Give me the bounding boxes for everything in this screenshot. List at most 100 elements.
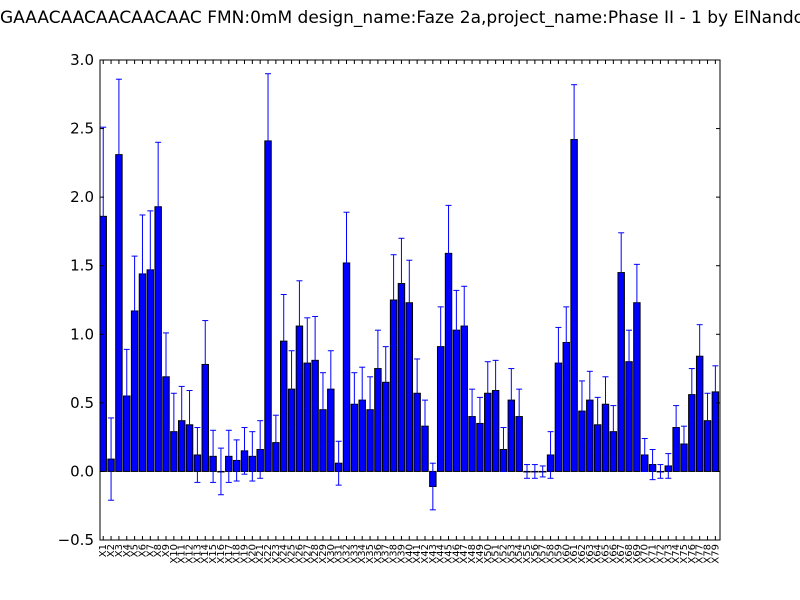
error-bar-x76 [688,368,695,422]
error-bar-x62 [578,380,585,442]
error-bar-x7 [147,210,154,330]
x-tick-label-x54: X54 [514,544,525,564]
error-bar-x29 [319,372,326,448]
x-tick-label-x33: X33 [349,544,360,564]
error-bar-x75 [680,425,687,463]
axes-layer: 3.02.52.01.51.00.50.0−0.5X1X2X3X4X5X6X7X… [58,51,722,564]
error-bar-x41 [414,358,421,429]
x-tick-label-x12: X12 [185,544,196,564]
error-bar-x71 [649,448,656,481]
error-bar-x74 [673,405,680,450]
error-bar-x45 [445,204,452,302]
x-tick-label-x78: X78 [703,544,714,564]
x-tick-label-x22: X22 [263,544,274,564]
error-bar-x30 [327,350,334,429]
error-bar-x2 [108,417,115,501]
error-bar-x19 [241,427,248,475]
x-tick-label-x50: X50 [483,544,494,564]
error-bar-x9 [163,332,170,422]
error-bar-x70 [641,438,648,472]
error-bar-x67 [618,232,625,313]
x-tick-label-x46: X46 [451,544,462,564]
x-tick-label-x69: X69 [632,544,643,564]
x-tick-label-x25: X25 [287,544,298,564]
error-bar-x65 [602,376,609,433]
y-tick-label: 3.0 [70,51,94,69]
error-bar-x39 [398,237,405,330]
x-tick-label-x74: X74 [671,544,682,564]
x-tick-label-x40: X40 [404,544,415,564]
x-tick-label-x44: X44 [436,544,447,564]
x-tick-label-x61: X61 [569,544,580,564]
error-bar-x12 [186,390,193,460]
x-tick-label-x55: X55 [522,544,533,564]
y-tick-label: 1.0 [70,325,94,343]
x-tick-label-x66: X66 [608,544,619,564]
error-bar-x21 [257,420,264,479]
x-tick-label-x62: X62 [577,544,588,564]
x-tick-label-x2: X2 [106,544,117,557]
error-bar-x32 [343,211,350,315]
x-tick-label-x70: X70 [640,544,651,564]
error-bars-layer [100,73,719,511]
x-tick-label-x27: X27 [302,544,313,564]
x-tick-label-x56: X56 [530,544,541,564]
error-bar-x35 [367,376,374,444]
error-bar-x28 [312,315,319,405]
error-bar-x49 [476,396,483,450]
x-tick-label-x34: X34 [357,544,368,564]
error-bar-x54 [516,388,523,445]
x-tick-label-x15: X15 [208,544,219,564]
x-tick-label-x38: X38 [389,544,400,564]
error-bar-x10 [170,392,177,471]
error-bar-x63 [586,370,593,430]
y-tick-label: 1.5 [70,257,94,275]
x-tick-label-x32: X32 [342,544,353,564]
error-bar-x58 [547,431,554,479]
error-bar-x57 [539,465,546,478]
x-tick-label-x31: X31 [334,544,345,564]
x-tick-label-x68: X68 [624,544,635,564]
error-bar-x1 [100,126,107,306]
error-bar-x78 [704,392,711,449]
x-tick-label-x65: X65 [600,544,611,564]
error-bar-x43 [429,462,436,511]
error-bar-x15 [210,429,217,483]
x-tick-label-x11: X11 [177,544,188,564]
error-bar-x72 [657,464,664,479]
error-bar-x37 [382,346,389,419]
y-tick-label: 0.5 [70,394,94,412]
error-bar-x20 [249,431,256,482]
x-tick-label-x6: X6 [137,544,148,557]
error-bar-x17 [225,429,232,483]
error-bar-x16 [217,447,224,496]
x-tick-label-x79: X79 [710,544,721,564]
x-tick-label-x57: X57 [538,544,549,564]
error-bar-x61 [571,84,578,195]
error-bar-x56 [531,464,538,479]
x-tick-label-x3: X3 [114,544,125,557]
x-tick-label-x19: X19 [239,544,250,564]
x-tick-label-x17: X17 [224,544,235,564]
x-tick-label-x49: X49 [475,544,486,564]
x-tick-label-x37: X37 [381,544,392,564]
error-bar-x38 [390,254,397,346]
error-bar-x13 [194,427,201,483]
error-bar-x6 [139,214,146,334]
x-tick-label-x63: X63 [585,544,596,564]
error-bar-x22 [265,73,272,209]
error-bar-x40 [406,259,413,346]
x-tick-label-x64: X64 [593,544,604,564]
error-bar-x69 [633,263,640,342]
error-bar-x68 [626,329,633,394]
error-bar-x60 [563,306,570,379]
error-bar-x26 [296,280,303,372]
error-bar-x31 [335,440,342,486]
x-tick-label-x39: X39 [396,544,407,564]
y-tick-label: 2.5 [70,120,94,138]
error-bar-x48 [469,388,476,445]
bars-layer [99,139,720,488]
x-tick-label-x45: X45 [444,544,455,564]
x-tick-label-x59: X59 [553,544,564,564]
x-tick-label-x35: X35 [365,544,376,564]
